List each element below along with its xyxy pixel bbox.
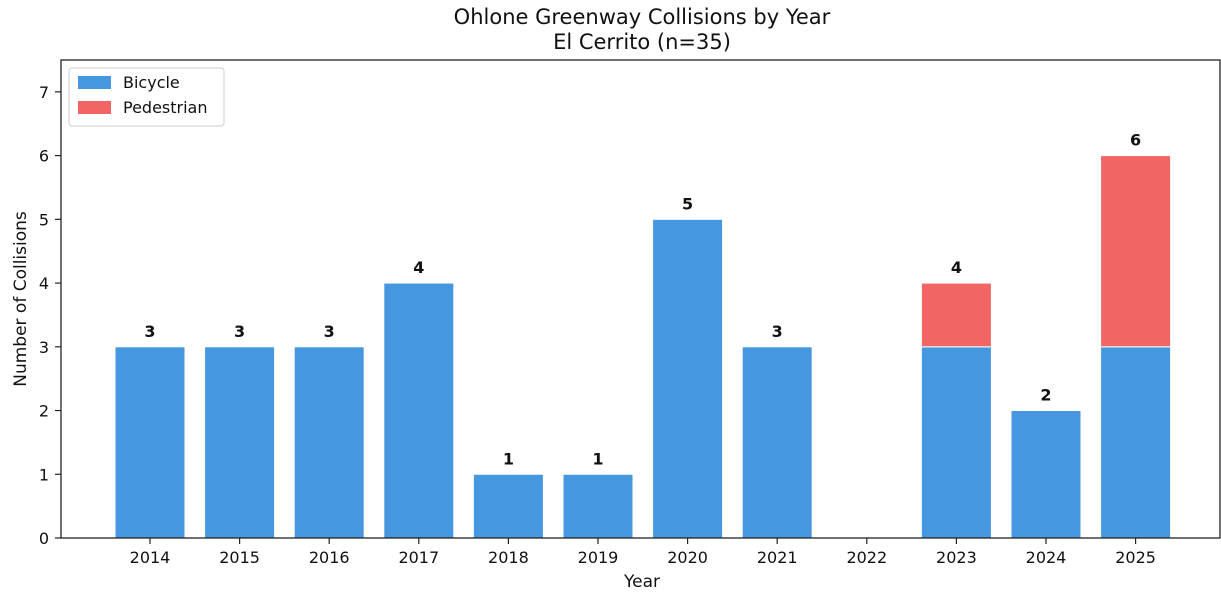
plot-frame: [60, 59, 1221, 539]
bar-bicycle-2024: [1010, 410, 1082, 539]
bar-total-label: 6: [1130, 131, 1141, 150]
chart-title: Ohlone Greenway Collisions by Year: [454, 5, 831, 29]
x-axis-label: Year: [623, 572, 660, 592]
x-tick-label: 2017: [398, 548, 439, 567]
bar-total-label: 2: [1040, 386, 1051, 405]
x-tick-label: 2016: [309, 548, 350, 567]
bar-total-label: 1: [592, 449, 603, 468]
y-tick-label: 6: [39, 147, 49, 166]
bar-total-label: 3: [772, 322, 783, 341]
bar-bicycle-2019: [562, 473, 634, 539]
y-tick-label: 1: [39, 465, 49, 484]
bar-bicycle-2014: [114, 346, 186, 539]
x-tick-label: 2015: [219, 548, 260, 567]
y-axis-ticks: 0 1 2 3 4 5 6 7: [39, 83, 61, 548]
bar-total-label: 1: [503, 449, 514, 468]
y-tick-label: 4: [39, 274, 49, 293]
x-axis-ticks: 2014 2015 2016 2017 2018 2019 2020 2021 2022 2023…: [130, 538, 1156, 567]
bars-layer: [114, 155, 1172, 539]
bar-bicycle-2017: [383, 282, 455, 539]
bar-bicycle-2020: [652, 218, 724, 539]
bar-bicycle-2025: [1100, 346, 1172, 539]
legend-swatch-pedestrian: [78, 101, 111, 114]
legend-label-bicycle: Bicycle: [123, 73, 180, 92]
y-tick-label: 3: [39, 338, 49, 357]
bar-total-label: 3: [234, 322, 245, 341]
y-tick-label: 7: [39, 83, 49, 102]
bar-bicycle-2018: [472, 473, 544, 539]
legend-label-pedestrian: Pedestrian: [123, 98, 208, 117]
bar-bicycle-2021: [741, 346, 813, 539]
bar-total-label: 3: [144, 322, 155, 341]
bar-bicycle-2016: [293, 346, 365, 539]
legend: Bicycle Pedestrian: [68, 67, 225, 127]
x-tick-label: 2024: [1026, 548, 1067, 567]
x-tick-label: 2019: [578, 548, 619, 567]
x-tick-label: 2020: [667, 548, 708, 567]
bar-total-label: 4: [413, 258, 424, 277]
x-tick-label: 2023: [936, 548, 977, 567]
bar-pedestrian-2025: [1100, 155, 1172, 348]
x-tick-label: 2018: [488, 548, 529, 567]
bar-bicycle-2023: [920, 346, 992, 539]
legend-swatch-bicycle: [78, 76, 111, 89]
bar-total-label: 5: [682, 194, 693, 213]
chart-subtitle: El Cerrito (n=35): [553, 30, 731, 54]
data-labels: 3 3 3 4 1 1 5 3 4 2 6: [144, 131, 1141, 469]
bar-bicycle-2015: [204, 346, 276, 539]
x-tick-label: 2025: [1115, 548, 1156, 567]
x-tick-label: 2022: [846, 548, 887, 567]
y-tick-label: 5: [39, 210, 49, 229]
y-axis-label: Number of Collisions: [11, 211, 31, 387]
bar-total-label: 4: [951, 258, 962, 277]
x-tick-label: 2014: [130, 548, 171, 567]
bar-total-label: 3: [324, 322, 335, 341]
bar-pedestrian-2023: [920, 282, 992, 348]
x-tick-label: 2021: [757, 548, 798, 567]
y-tick-label: 2: [39, 402, 49, 421]
y-tick-label: 0: [39, 529, 49, 548]
